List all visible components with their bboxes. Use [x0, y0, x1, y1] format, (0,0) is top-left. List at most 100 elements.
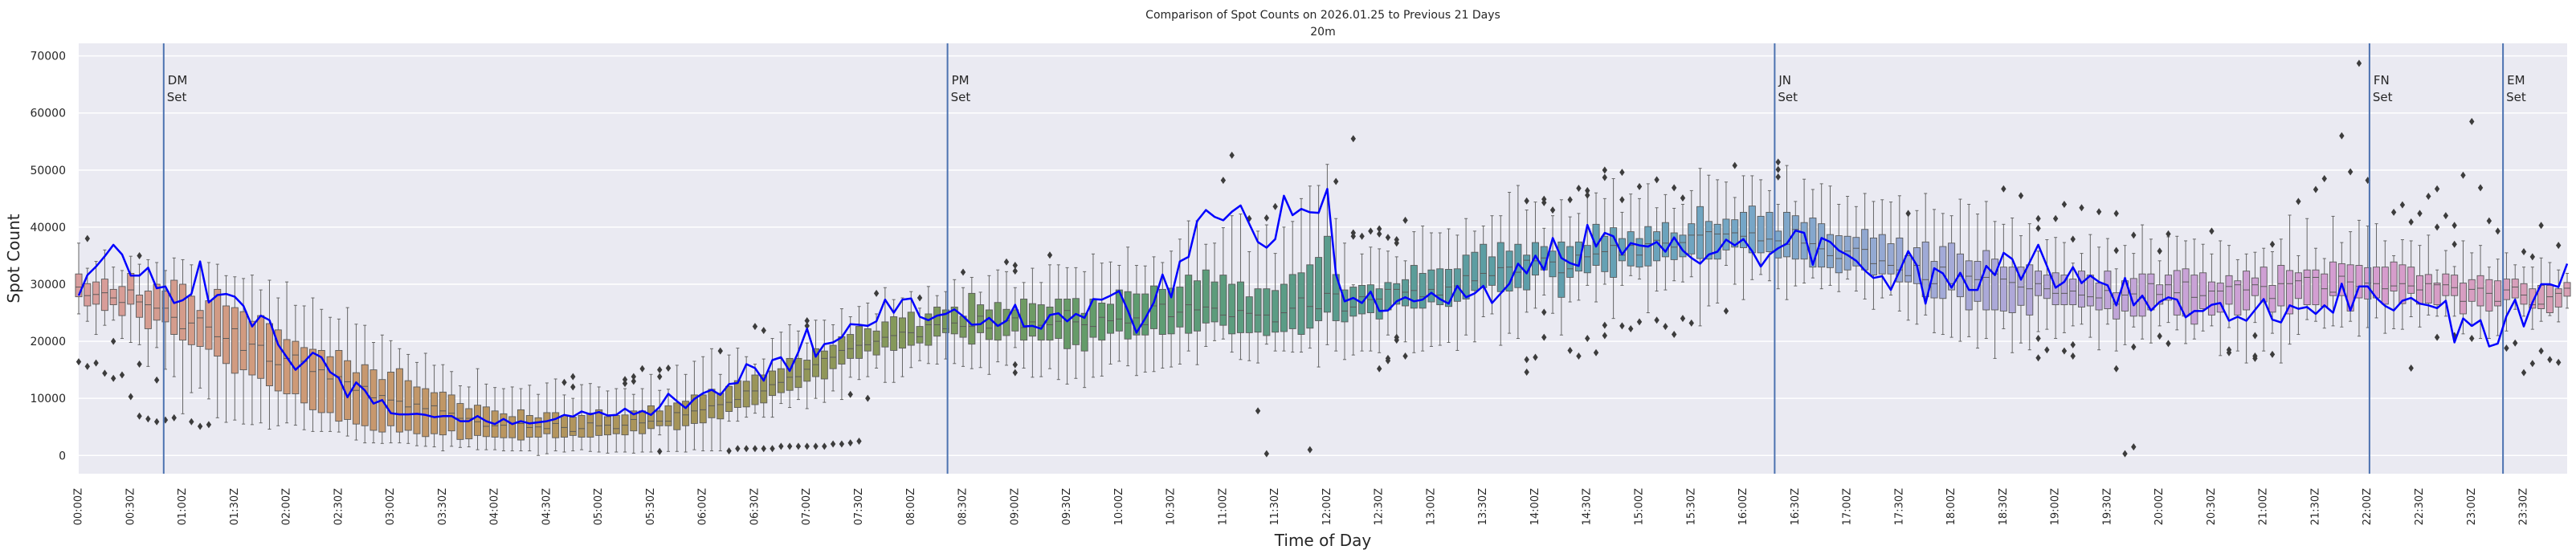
box-15:15: [1661, 193, 1669, 291]
box-iqr: [1991, 259, 1999, 311]
x-tick-label: 21:30Z: [2309, 488, 2321, 525]
box-01:55: [274, 297, 282, 426]
box-iqr: [2520, 283, 2528, 305]
outlier-point: [795, 442, 802, 450]
box-20:10: [2173, 235, 2181, 331]
outlier-point: [76, 358, 82, 366]
box-iqr: [1696, 206, 1704, 259]
box-iqr: [2017, 267, 2025, 306]
box-21:10: [2277, 238, 2285, 364]
box-19:05: [2060, 242, 2068, 333]
outlier-point: [2269, 240, 2276, 248]
box-iqr: [265, 323, 273, 386]
box-iqr: [2554, 288, 2562, 308]
box-iqr: [2147, 273, 2155, 311]
box-21:45: [2337, 242, 2345, 328]
box-13:05: [1436, 232, 1444, 346]
box-iqr: [2026, 264, 2034, 316]
outlier-point: [137, 251, 142, 259]
y-tick-label: 0: [59, 450, 66, 462]
outlier-point: [1576, 352, 1582, 360]
box-10:40: [1185, 220, 1193, 352]
box-iqr: [2207, 281, 2215, 316]
x-tick-label: 19:00Z: [2050, 488, 2062, 525]
box-01:10: [196, 264, 204, 389]
box-iqr: [2043, 275, 2051, 299]
outlier-point: [1012, 360, 1018, 369]
box-iqr: [1713, 223, 1721, 260]
box-iqr: [127, 273, 135, 305]
box-16:30: [1791, 201, 1799, 287]
outlier-point: [839, 440, 845, 448]
x-tick-label: 07:30Z: [853, 488, 865, 525]
box-iqr: [716, 393, 725, 420]
outlier-point: [102, 369, 108, 377]
box-iqr: [925, 313, 933, 346]
outlier-point: [1680, 315, 1686, 323]
box-iqr: [647, 405, 655, 430]
x-tick-label: 02:30Z: [333, 488, 345, 525]
box-02:10: [300, 305, 308, 430]
box-10:10: [1133, 265, 1141, 377]
box-iqr: [1800, 222, 1808, 260]
x-axis-ticks: 00:00Z 00:30Z 01:00Z 01:30Z 02:00Z 02:30Z 03:0…: [73, 488, 2530, 525]
outlier-point: [1680, 194, 1686, 202]
event-label: Set: [167, 90, 187, 104]
box-iqr: [231, 307, 239, 374]
box-18:30: [1999, 223, 2007, 329]
box-14:15: [1557, 199, 1566, 336]
outlier-point: [2477, 184, 2484, 192]
box-iqr: [422, 388, 430, 438]
outlier-point: [2226, 348, 2232, 356]
box-10:00: [1115, 265, 1123, 362]
outlier-points: [76, 59, 2562, 458]
outlier-point: [1602, 173, 1608, 181]
box-iqr: [1384, 282, 1392, 311]
box-iqr: [1887, 243, 1895, 275]
outlier-point: [1012, 262, 1018, 270]
box-20:20: [2190, 238, 2198, 340]
box-iqr: [525, 415, 533, 438]
x-tick-label: 06:30Z: [749, 488, 761, 525]
box-iqr: [916, 326, 924, 344]
box-11:35: [1280, 226, 1288, 352]
outlier-point: [752, 445, 758, 453]
box-iqr: [1610, 227, 1618, 278]
box-10:55: [1210, 242, 1219, 341]
box-iqr: [682, 401, 690, 426]
outlier-point: [1619, 169, 1625, 177]
box-iqr: [283, 339, 291, 394]
box-iqr: [317, 350, 325, 413]
outlier-point: [2296, 198, 2301, 206]
outlier-point: [1732, 161, 1737, 169]
box-02:40: [352, 324, 360, 441]
outlier-point: [1376, 365, 1382, 373]
outlier-point: [1654, 176, 1659, 184]
box-iqr: [1982, 250, 1990, 311]
outlier-point: [1541, 308, 1547, 316]
x-tick-label: 09:00Z: [1009, 488, 1021, 525]
box-iqr: [1748, 206, 1756, 254]
outlier-point: [2443, 212, 2449, 220]
outlier-point: [110, 337, 116, 345]
box-iqr: [1740, 211, 1748, 248]
box-21:05: [2268, 250, 2276, 334]
box-iqr: [595, 409, 603, 436]
outlier-point: [153, 417, 160, 426]
box-15:55: [1731, 197, 1739, 285]
box-iqr: [2216, 283, 2224, 313]
box-iqr: [404, 380, 412, 431]
box-09:10: [1028, 267, 1036, 378]
box-16:00: [1740, 175, 1748, 300]
y-tick-label: 40000: [30, 222, 66, 234]
box-iqr: [794, 357, 802, 389]
outlier-point: [1602, 332, 1608, 340]
box-iqr: [1280, 283, 1288, 332]
box-06:40: [769, 338, 777, 418]
outlier-point: [1394, 336, 1399, 344]
outlier-point: [2434, 223, 2440, 231]
box-iqr: [2095, 283, 2103, 311]
box-iqr: [769, 370, 777, 397]
box-iqr: [1445, 269, 1453, 308]
box-iqr: [1306, 264, 1314, 329]
